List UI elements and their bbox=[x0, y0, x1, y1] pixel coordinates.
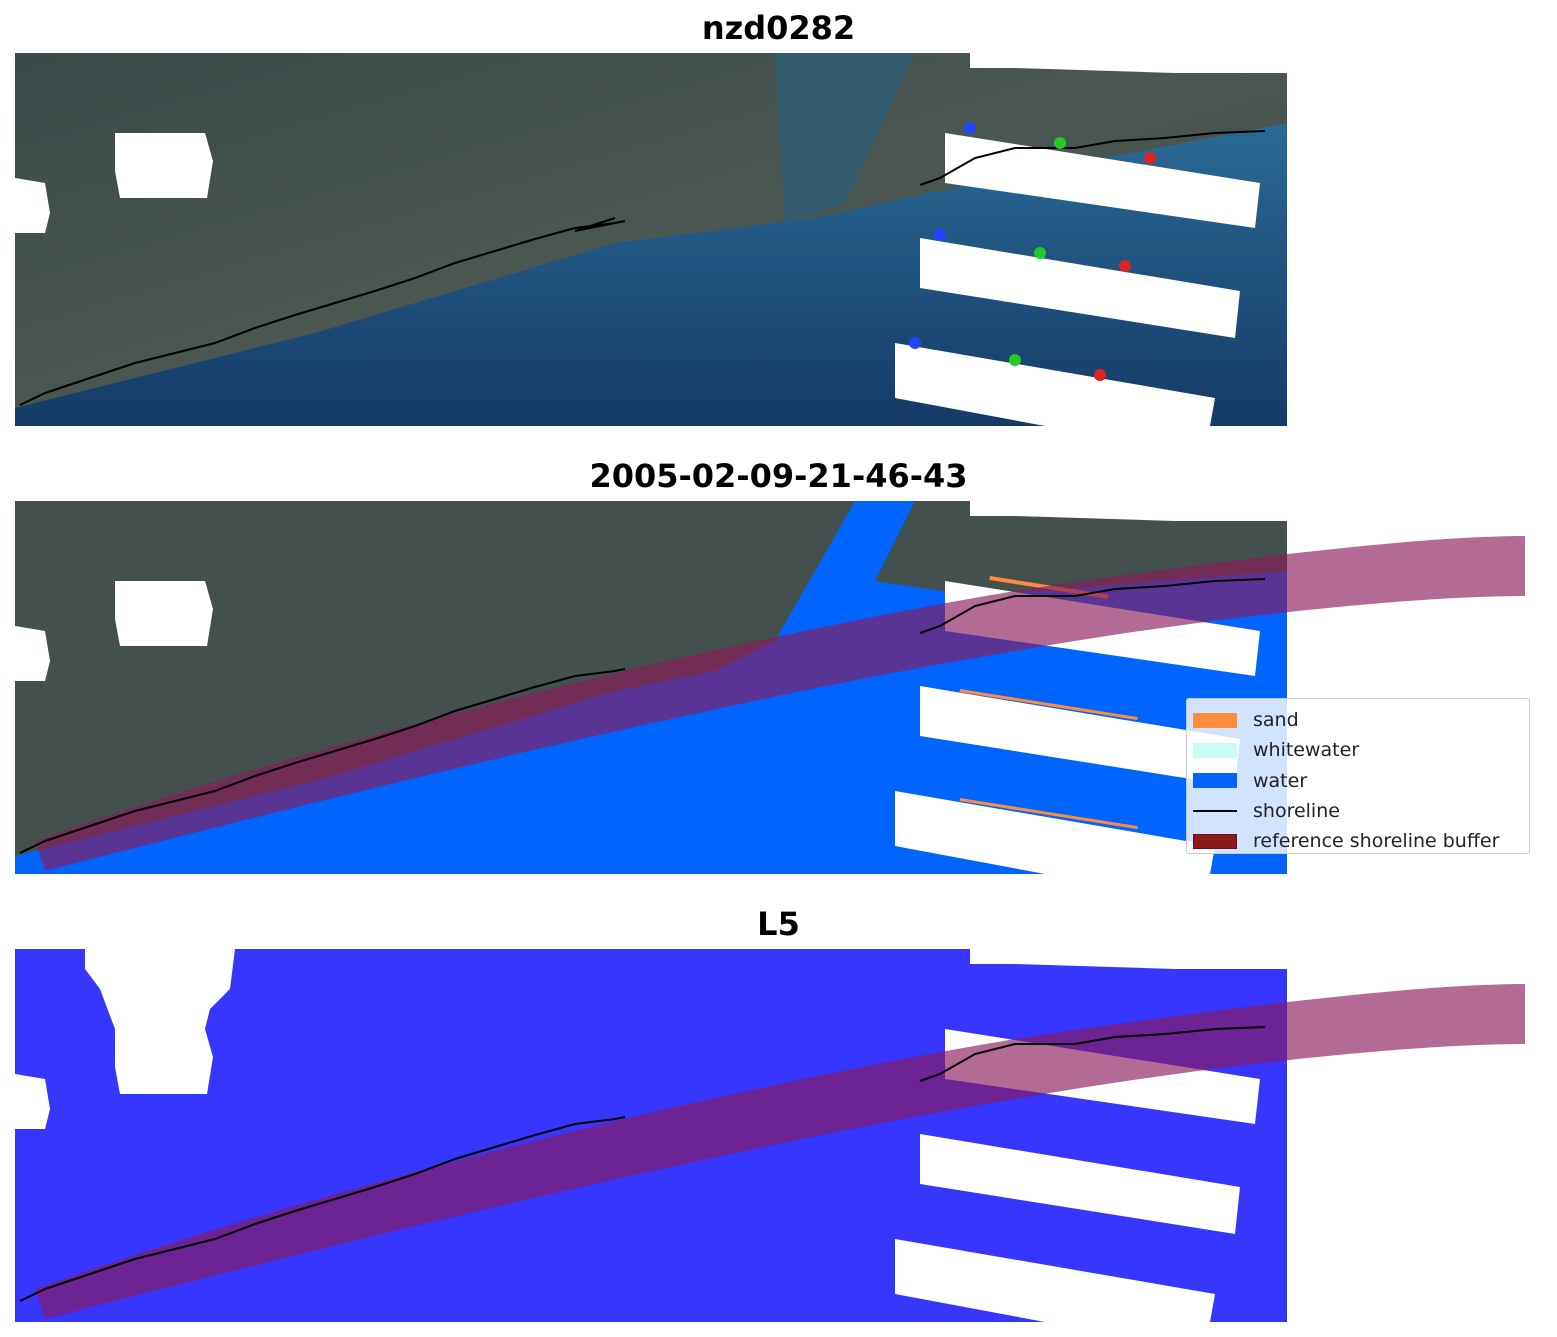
whitewater-swatch bbox=[1193, 742, 1237, 758]
panel-title-satellite: L5 bbox=[757, 905, 800, 943]
legend-item-whitewater: whitewater bbox=[1193, 735, 1529, 765]
shoreline-swatch bbox=[1193, 810, 1237, 813]
reference-shoreline-buffer bbox=[35, 536, 1525, 871]
sea-area bbox=[15, 123, 1287, 426]
legend: sand whitewater water shoreline referenc… bbox=[1186, 698, 1530, 854]
legend-item-shoreline: shoreline bbox=[1193, 796, 1529, 826]
reference-shoreline-buffer bbox=[35, 984, 1525, 1319]
panel-title-date: 2005-02-09-21-46-43 bbox=[589, 457, 968, 495]
binary-mask-panel bbox=[15, 949, 1545, 1322]
legend-item-buffer: reference shoreline buffer bbox=[1193, 826, 1529, 856]
classified-image-panel bbox=[15, 501, 1545, 874]
shoreline-north bbox=[919, 130, 1266, 186]
shoreline-north bbox=[919, 578, 1266, 634]
legend-item-sand: sand bbox=[1193, 705, 1529, 735]
sand-swatch bbox=[1193, 712, 1237, 728]
shoreline bbox=[19, 668, 626, 854]
nodata-mask bbox=[15, 53, 1545, 426]
river-channel bbox=[775, 53, 915, 223]
shoreline-north bbox=[919, 1026, 1266, 1082]
transect-markers bbox=[909, 122, 1156, 381]
legend-item-water: water bbox=[1193, 766, 1529, 796]
buffer-swatch bbox=[1193, 833, 1237, 849]
rgb-image-panel bbox=[15, 53, 1545, 426]
water-swatch bbox=[1193, 773, 1237, 789]
shoreline bbox=[19, 217, 626, 406]
shoreline bbox=[19, 1116, 626, 1302]
panel-title-site: nzd0282 bbox=[701, 9, 856, 47]
